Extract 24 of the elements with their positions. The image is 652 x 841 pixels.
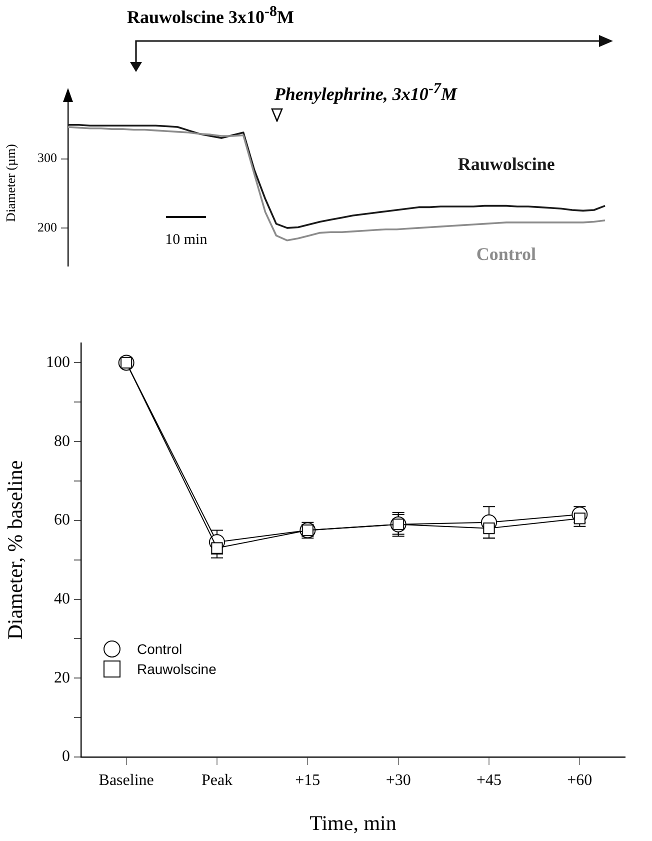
- x-tick-label: +45: [476, 772, 502, 789]
- text: Rauwolscine 3x10$^{-8}$M: [127, 4, 294, 28]
- annotation: Phenylephrine, 3x10$^{-7}$M: [274, 81, 457, 105]
- y-tick-label: 0: [62, 748, 70, 766]
- y-tick-label: 80: [54, 432, 70, 450]
- legend-label: Rauwolscine: [137, 661, 216, 677]
- y-tick-label: 60: [54, 512, 70, 529]
- y-tick-label: 100: [46, 354, 70, 371]
- x-tick-label: Baseline: [98, 772, 154, 789]
- x-tick-label: +60: [567, 772, 592, 789]
- series-label: Control: [476, 244, 536, 266]
- x-tick-label: +30: [386, 772, 411, 789]
- annotation: 10 min: [165, 232, 208, 248]
- y-tick-label: 40: [54, 590, 70, 608]
- x-axis-title: Time, min: [310, 810, 397, 835]
- y-tick-label: 200: [38, 219, 57, 234]
- y-tick-label: 300: [38, 150, 57, 166]
- legend-label: Control: [137, 641, 182, 657]
- y-axis-title: Diameter (µm): [3, 144, 18, 222]
- series-label: Rauwolscine: [458, 154, 555, 175]
- y-axis-title: Diameter, % baseline: [3, 460, 28, 640]
- y-tick-label: 20: [54, 669, 70, 686]
- x-tick-label: +15: [295, 772, 320, 789]
- x-tick-label: Peak: [201, 772, 233, 789]
